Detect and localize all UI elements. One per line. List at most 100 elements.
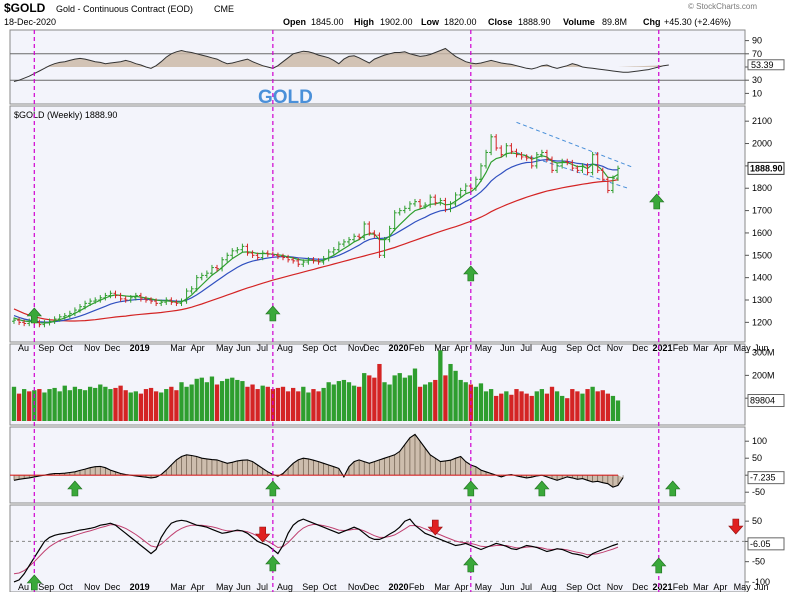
mom-tick-label: -50 — [752, 557, 765, 567]
volume-bar — [331, 384, 336, 421]
volume-bar — [169, 386, 174, 421]
price-tick-label: 1400 — [752, 273, 772, 283]
volume-bar — [291, 387, 296, 421]
x-axis-label-bottom: Dec — [363, 582, 380, 592]
x-axis-label: Mar — [693, 343, 709, 353]
x-axis-label: Jun — [754, 343, 769, 353]
volume-bar — [230, 377, 235, 421]
volume-bar — [387, 384, 392, 421]
volume-bar — [306, 392, 311, 421]
x-axis-label: Mar — [170, 343, 186, 353]
volume-bar — [422, 384, 428, 421]
price-last-box — [747, 161, 785, 175]
exchange: CME — [214, 4, 234, 14]
x-axis-label-bottom: Sep — [302, 582, 318, 592]
x-axis-label: Au — [18, 343, 29, 353]
x-axis-label: 2019 — [130, 343, 150, 353]
x-axis-label-bottom: Feb — [673, 582, 689, 592]
open-label: Open — [283, 17, 306, 27]
mom-tick-label: 50 — [752, 516, 762, 526]
high-value: 1902.00 — [380, 17, 413, 27]
volume-bar — [346, 382, 352, 421]
x-axis-label: Sep — [302, 343, 318, 353]
x-axis-label-bottom: 2021 — [652, 582, 672, 592]
volume-bar — [240, 381, 245, 421]
volume-bar — [219, 381, 225, 421]
x-axis-label: Nov — [348, 343, 365, 353]
x-axis-label: Jul — [257, 343, 269, 353]
x-axis-label-bottom: Au — [18, 582, 29, 592]
x-axis-label-bottom: Mar — [170, 582, 186, 592]
x-axis-label: Feb — [409, 343, 425, 353]
volume-bar — [514, 389, 519, 421]
price-tick-label: 1600 — [752, 228, 772, 238]
volume-bar — [72, 386, 78, 421]
low-value: 1820.00 — [444, 17, 477, 27]
rsi-last-box — [747, 59, 785, 71]
buy-arrow — [26, 307, 42, 324]
volume-bar — [448, 363, 453, 421]
x-axis-label-bottom: Dec — [104, 582, 121, 592]
volume-bar — [153, 391, 159, 421]
mom-line — [13, 518, 619, 583]
volume-bar — [402, 377, 407, 421]
volume-bar — [367, 375, 372, 421]
x-axis-label-bottom: Jun — [754, 582, 769, 592]
x-axis-label: 2021 — [652, 343, 672, 353]
x-axis-label-bottom: May — [734, 582, 752, 592]
volume-bar — [494, 395, 499, 421]
volume-tick-label: 300M — [752, 348, 775, 358]
x-axis-label-bottom: May — [216, 582, 234, 592]
x-axis-label: 2020 — [389, 343, 409, 353]
volume-bar — [554, 391, 560, 421]
volume-bar — [301, 386, 306, 421]
volume-bar — [473, 386, 479, 421]
volume-bar — [407, 375, 413, 421]
volume-bar — [377, 363, 382, 421]
sell-arrow — [255, 526, 271, 543]
volume-bar — [235, 379, 240, 421]
volume-tick-label: 200M — [752, 370, 775, 380]
volume-bar — [428, 382, 433, 421]
volume-bar — [341, 379, 347, 421]
x-axis-label-bottom: 2020 — [389, 582, 409, 592]
x-axis-label-bottom: May — [475, 582, 493, 592]
volume-bar — [605, 393, 611, 421]
x-axis-label: May — [475, 343, 493, 353]
volume-bar — [316, 391, 321, 421]
x-axis-label-bottom: Apr — [713, 582, 727, 592]
x-axis-label: Sep — [38, 343, 54, 353]
volume-bar — [250, 384, 255, 421]
volume-bar — [209, 376, 215, 421]
x-axis-label: Nov — [607, 343, 624, 353]
high-label: High — [354, 17, 374, 27]
volume-bar — [443, 375, 448, 421]
x-axis-label: Oct — [323, 343, 338, 353]
osc-line — [13, 433, 624, 488]
volume-bar — [534, 391, 539, 421]
price-last-value: 1888.90 — [750, 163, 783, 173]
brand: © StockCharts.com — [688, 2, 757, 11]
volume-bar — [483, 391, 489, 421]
date: 18-Dec-2020 — [4, 17, 56, 27]
volume-bar — [103, 386, 108, 421]
volume-bar — [417, 386, 423, 421]
x-axis-label: Dec — [104, 343, 121, 353]
volume-bar — [595, 391, 600, 421]
volume-bar — [600, 390, 605, 421]
volume-bar — [194, 378, 199, 421]
x-axis-label: Sep — [566, 343, 582, 353]
volume-bar — [539, 389, 545, 421]
buy-arrow — [265, 480, 281, 497]
volume-bar — [504, 391, 509, 421]
volume-bar — [453, 370, 458, 421]
volume-bar — [575, 391, 580, 421]
x-axis-label-bottom: Sep — [38, 582, 54, 592]
x-axis-label: Aug — [277, 343, 293, 353]
x-axis-label: Dec — [363, 343, 380, 353]
volume-bar — [225, 378, 230, 421]
price-panel-title: $GOLD (Weekly) 1888.90 — [14, 110, 117, 120]
buy-arrow — [651, 557, 667, 574]
volume-bar — [463, 382, 468, 421]
